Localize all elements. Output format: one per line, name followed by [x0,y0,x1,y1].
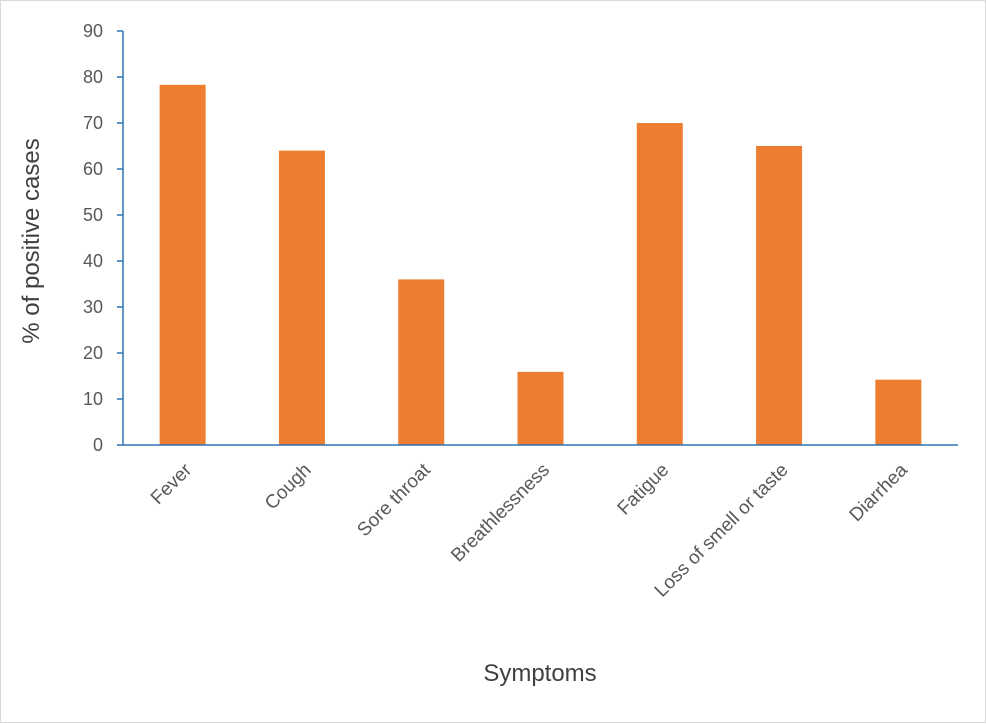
y-tick-label: 0 [93,435,103,455]
bar-fever [159,84,206,445]
x-category-label: Fever [147,459,197,509]
x-category-label: Loss of smell or taste [651,460,793,602]
y-axis-ticks: 0 10 20 30 40 50 60 70 80 90 [83,21,123,455]
x-category-label: Fatigue [614,460,674,520]
y-tick-label: 80 [83,67,103,87]
y-tick-label: 10 [83,389,103,409]
bar-sore-throat [398,279,445,445]
y-tick-label: 20 [83,343,103,363]
y-tick-label: 50 [83,205,103,225]
y-tick-label: 60 [83,159,103,179]
x-category-label: Breathlessness [447,460,554,567]
bar-cough [278,150,325,445]
y-tick-label: 40 [83,251,103,271]
bar-fatigue [636,123,683,445]
bar-diarrhea [875,379,922,445]
y-tick-label: 30 [83,297,103,317]
y-tick-label: 90 [83,21,103,41]
bar-breathlessness [517,371,564,445]
x-category-label: Cough [261,460,315,514]
x-axis-title: Symptoms [483,660,596,687]
y-axis-title: % of positive cases [18,138,45,343]
x-category-label: Sore throat [353,459,435,541]
bar-loss-of-smell-or-taste [756,146,803,445]
bars [159,84,922,445]
x-axis-labels: Fever Cough Sore throat Breathlessness Fatig… [147,459,912,601]
x-category-label: Diarrhea [846,459,913,526]
y-tick-label: 70 [83,113,103,133]
